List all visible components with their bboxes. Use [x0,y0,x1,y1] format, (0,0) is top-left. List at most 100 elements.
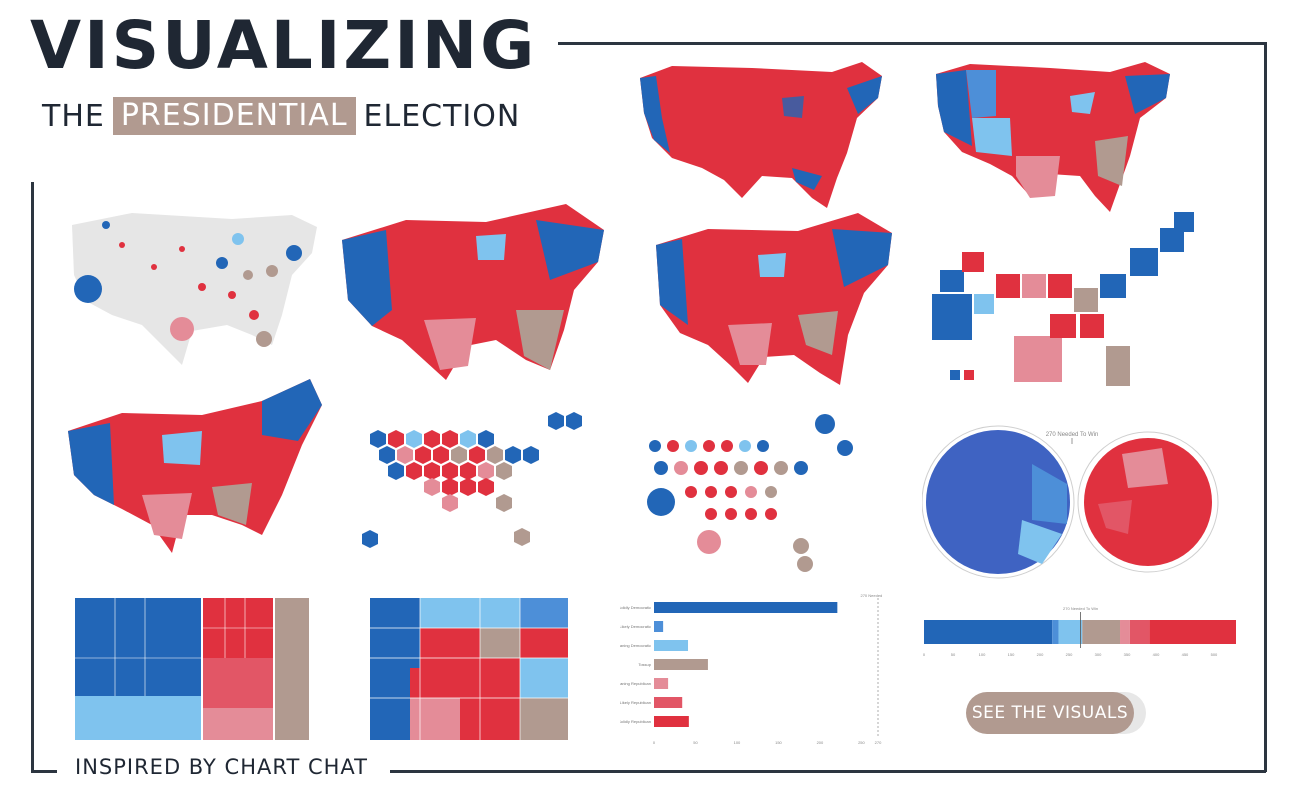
bubble-il [216,257,228,269]
voronoi-republican-fill [1084,438,1212,566]
tile-or [940,270,964,292]
mosaic-blue-2 [520,598,568,628]
bar-category-label: Solidly Democratic [620,605,651,610]
stacked-axis-tick: 200 [1037,652,1044,657]
tile-nv [974,294,994,314]
hexagon-grid [362,412,582,548]
tile-nw [962,252,984,272]
county-map-blue-west [640,76,670,153]
district-shape-map [656,213,892,385]
voronoi-democratic-outline [922,425,1075,579]
state-map-southwest [972,118,1012,156]
state-map-tossup [1095,136,1128,186]
bar-axis-tick: 100 [734,740,741,745]
voronoi-needed-label: 270 Needed To Win [1046,432,1099,438]
page-title: VISUALIZING [30,7,538,84]
bubble-small-1 [119,242,125,248]
bar-2 [654,621,664,632]
bubble-small-5 [228,291,236,299]
tile-ne-1 [1130,248,1158,276]
stacked-segment-4 [1082,620,1121,644]
state-map-west [936,70,972,146]
stacked-axis-tick: 500 [1211,652,1218,657]
tile-mid-3 [1048,274,1072,298]
stacked-axis-tick: 250 [1066,652,1073,657]
bar-6 [654,697,683,708]
treemap-light-red [203,708,273,740]
footer-credit: INSPIRED BY CHART CHAT [75,755,368,779]
subtitle-election: ELECTION [363,98,521,134]
bubble-small-7 [232,233,244,245]
county-map-shape [640,62,882,208]
bubble-map-base [72,213,317,365]
square-tile-map [932,212,1194,386]
subtitle-highlight: PRESIDENTIAL [112,97,356,135]
bubble-oh [243,270,253,280]
cartogram-west [342,230,392,326]
stacked-axis-tick: 100 [979,652,986,657]
hex-cartogram-base [68,379,322,553]
treemap-dark-blue [75,598,201,696]
treemap-mid-red [203,658,273,708]
bar-axis-tick: 0 [653,740,656,745]
stacked-axis-tick: 450 [1182,652,1189,657]
bar-category-label: Leaning Republican [620,681,651,686]
district-map-northeast [832,229,892,287]
cartogram-mw-light [476,234,506,260]
tile-ne-3 [1174,212,1194,232]
horizontal-bar-chart: Solidly Democratic Likely Democratic Leani… [620,594,882,745]
bubble-map [72,213,317,365]
hex-cartogram-west [68,423,114,505]
tile-mid-6 [1050,314,1076,338]
county-map-blue-northeast [847,76,882,114]
bar-axis-tick: 50 [693,740,698,745]
stacked-axis-tick: 150 [1008,652,1015,657]
stacked-segment-1 [924,620,1053,644]
mosaic-lightred-1 [410,698,460,740]
mosaic-tossup-2 [520,698,568,740]
stacked-segment-7 [1149,620,1236,644]
hex-cartogram-light [162,431,202,465]
bar-3 [654,640,689,651]
mosaic-chart [370,598,568,740]
tile-ak [950,370,960,380]
mosaic-tossup-1 [480,628,520,658]
stacked-segment-2 [1052,620,1059,644]
frame-bottom-line [390,770,1266,773]
stacked-needed-label: 270 Needed To Win [1063,606,1098,611]
bar-category-label: Likely Democratic [620,624,651,629]
treemap-light-blue [75,696,201,740]
stacked-segment-3 [1058,620,1083,644]
cartogram-southeast [516,310,564,370]
see-the-visuals-button[interactable]: SEE THE VISUALS [966,692,1134,734]
mosaic-blue-1 [370,598,420,668]
bubble-small-2 [151,264,157,270]
state-map-texas [1016,156,1060,198]
bar-category-label: Leaning Democratic [620,643,651,648]
bar-7 [654,716,689,727]
frame-left-foot [31,770,57,773]
hexagon-tile-map [362,412,582,548]
bar-category-label: Likely Republican [620,700,651,705]
bubble-small-6 [102,221,110,229]
bar-5 [654,678,669,689]
see-the-visuals-cta[interactable]: » SEE THE VISUALS [966,692,1180,734]
bar-axis-tick: 250 [858,740,865,745]
treemap-tossup [275,598,309,740]
cartogram-northeast [536,220,604,280]
stacked-axis-tick: 50 [951,652,956,657]
hex-cartogram-map [68,379,322,553]
voronoi-republican-outline [1077,431,1219,573]
bubble-small-4 [198,283,206,291]
mosaic-lightblue-2 [520,658,568,698]
cartogram-map [342,204,604,380]
bubble-small-3 [179,246,185,252]
cartogram-texas [424,318,476,370]
district-map-texas [728,323,772,365]
subtitle-the: THE [42,98,105,134]
tile-hi [964,370,974,380]
state-map-lake [1070,92,1095,114]
stacked-axis-tick: 350 [1124,652,1131,657]
treemap-chart [75,598,309,740]
stacked-segment-5 [1120,620,1130,644]
